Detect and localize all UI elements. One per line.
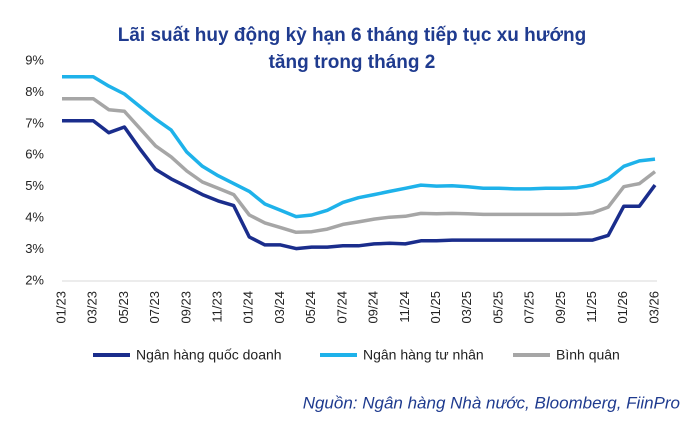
x-tick-label: 03/23 — [85, 291, 100, 324]
chart-title: tăng trong tháng 2 — [269, 52, 436, 73]
x-tick-label: 07/24 — [334, 291, 349, 324]
x-tick-label: 01/24 — [241, 291, 256, 324]
y-tick-label: 4% — [25, 210, 44, 225]
chart-title: Lãi suất huy động kỳ hạn 6 tháng tiếp tụ… — [118, 25, 587, 46]
x-tick-label: 09/24 — [366, 291, 381, 324]
x-tick-label: 05/24 — [303, 291, 318, 324]
y-tick-label: 5% — [25, 178, 44, 193]
legend-label: Ngân hàng tư nhân — [363, 347, 484, 363]
y-tick-label: 9% — [25, 52, 44, 67]
y-tick-label: 7% — [25, 115, 44, 130]
x-tick-label: 07/23 — [147, 291, 162, 324]
x-tick-label: 01/26 — [615, 291, 630, 324]
y-tick-label: 8% — [25, 84, 44, 99]
x-tick-label: 03/25 — [459, 291, 474, 324]
series-line — [62, 118, 657, 251]
y-tick-label: 6% — [25, 147, 44, 162]
series-line — [62, 96, 657, 235]
x-tick-label: 03/24 — [272, 291, 287, 324]
x-tick-label: 11/23 — [209, 291, 224, 323]
x-tick-label: 09/23 — [178, 291, 193, 324]
x-tick-label: 11/24 — [397, 291, 412, 323]
x-tick-label: 03/26 — [646, 291, 661, 324]
series-line — [62, 74, 656, 219]
x-tick-label: 09/25 — [553, 291, 568, 324]
legend-label: Bình quân — [556, 347, 620, 363]
x-tick-label: 01/25 — [428, 291, 443, 324]
x-tick-label: 07/25 — [522, 291, 537, 324]
legend-label: Ngân hàng quốc doanh — [136, 347, 282, 363]
source: Nguồn: Ngân hàng Nhà nước, Bloomberg, Fi… — [303, 393, 680, 412]
x-tick-label: 05/23 — [116, 291, 131, 324]
y-tick-label: 3% — [25, 241, 44, 256]
x-tick-label: 01/23 — [53, 291, 68, 324]
x-tick-label: 11/25 — [584, 291, 599, 323]
y-tick-label: 2% — [25, 272, 44, 287]
x-tick-label: 05/25 — [490, 291, 505, 324]
